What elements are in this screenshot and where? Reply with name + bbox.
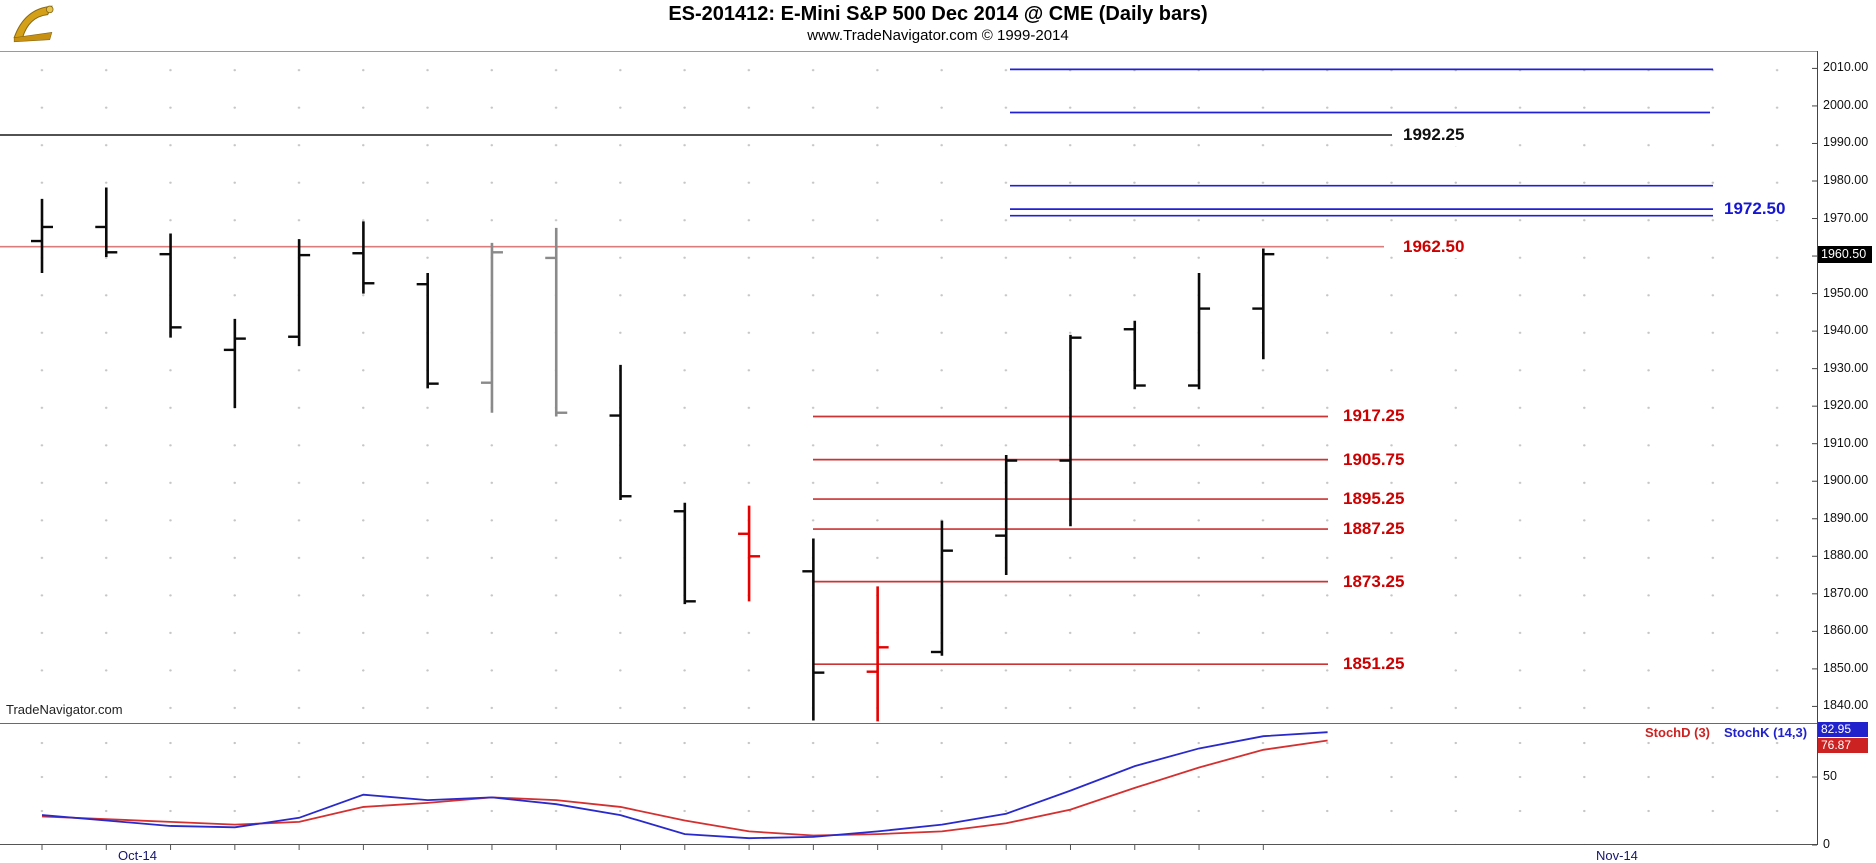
price-tick-label: 1860.00 xyxy=(1823,623,1869,638)
stoch-tick-label: 50 xyxy=(1823,769,1837,783)
price-tick-label: 1890.00 xyxy=(1823,510,1869,525)
trade-navigator-logo[interactable] xyxy=(10,2,56,44)
price-tick-label: 1920.00 xyxy=(1823,398,1869,413)
stochd-value-box: 76.87 xyxy=(1818,738,1868,753)
price-level-label: 1972.50 xyxy=(1721,198,1789,221)
price-tick-label: 1990.00 xyxy=(1823,135,1869,150)
price-tick-label: 1870.00 xyxy=(1823,585,1869,600)
stochk-legend-label[interactable]: StochK (14,3) xyxy=(1724,725,1808,740)
x-axis-label-nov: Nov-14 xyxy=(1596,848,1638,863)
price-level-label: 1905.75 xyxy=(1340,448,1408,471)
stochd-legend-label[interactable]: StochD (3) xyxy=(1645,725,1710,740)
price-level-label: 1917.25 xyxy=(1340,405,1408,428)
price-level-label: 1887.25 xyxy=(1340,518,1408,541)
x-axis-label-oct: Oct-14 xyxy=(118,848,158,863)
price-level-label: 1962.50 xyxy=(1400,235,1468,258)
stoch-tick-label: 0 xyxy=(1823,837,1830,851)
price-tick-label: 1880.00 xyxy=(1823,548,1869,563)
price-tick-label: 2000.00 xyxy=(1823,97,1869,112)
price-tick-label: 1930.00 xyxy=(1823,360,1869,375)
chart-subtitle: www.TradeNavigator.com © 1999-2014 xyxy=(807,27,1069,44)
stochastic-panel[interactable] xyxy=(0,724,1817,845)
last-price-box: 1960.50 xyxy=(1818,246,1872,263)
price-level-label: 1895.25 xyxy=(1340,488,1408,511)
price-level-label: 1992.25 xyxy=(1400,124,1468,147)
price-tick-label: 1970.00 xyxy=(1823,210,1869,225)
chart-title: ES-201412: E-Mini S&P 500 Dec 2014 @ CME… xyxy=(668,3,1208,25)
price-tick-label: 1910.00 xyxy=(1823,435,1869,450)
price-tick-label: 1980.00 xyxy=(1823,172,1869,187)
watermark: TradeNavigator.com xyxy=(6,702,123,717)
price-axis[interactable] xyxy=(1817,51,1876,845)
price-tick-label: 1940.00 xyxy=(1823,323,1869,338)
stochk-value-box: 82.95 xyxy=(1818,722,1868,737)
price-tick-label: 2010.00 xyxy=(1823,60,1869,75)
price-level-label: 1873.25 xyxy=(1340,570,1408,593)
price-tick-label: 1850.00 xyxy=(1823,660,1869,675)
price-chart-panel[interactable] xyxy=(0,51,1817,724)
price-tick-label: 1840.00 xyxy=(1823,698,1869,713)
price-tick-label: 1900.00 xyxy=(1823,473,1869,488)
price-level-label: 1851.25 xyxy=(1340,653,1408,676)
price-tick-label: 1950.00 xyxy=(1823,285,1869,300)
